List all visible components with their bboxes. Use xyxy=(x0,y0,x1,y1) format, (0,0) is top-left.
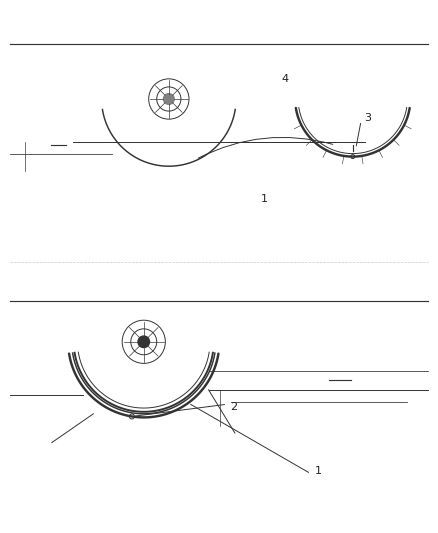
Text: 1: 1 xyxy=(261,194,268,204)
Text: 1: 1 xyxy=(315,466,322,476)
Text: 2: 2 xyxy=(230,402,237,412)
Text: 3: 3 xyxy=(364,112,371,123)
Circle shape xyxy=(163,94,174,104)
Text: 4: 4 xyxy=(282,74,289,84)
Circle shape xyxy=(138,336,149,348)
